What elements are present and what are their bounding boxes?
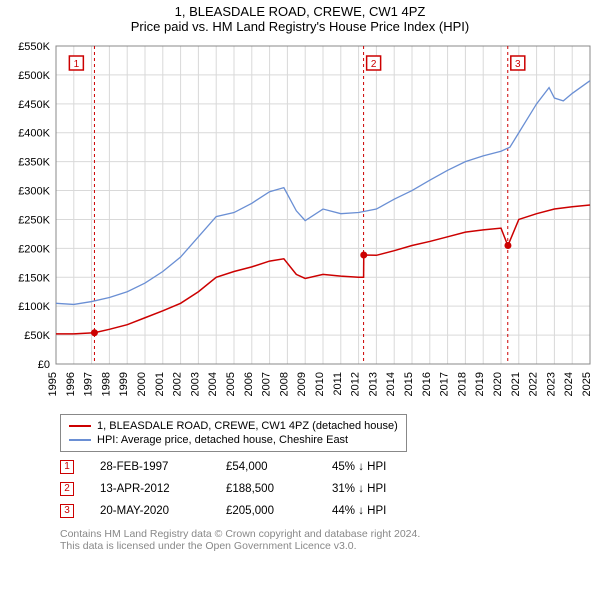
x-axis-label: 2010 <box>314 372 326 396</box>
transaction-row: 1 28-FEB-1997 £54,000 45% ↓ HPI <box>60 456 580 478</box>
y-axis-label: £200K <box>18 243 50 255</box>
legend: 1, BLEASDALE ROAD, CREWE, CW1 4PZ (detac… <box>60 414 407 452</box>
transaction-delta: 45% ↓ HPI <box>332 461 432 473</box>
x-axis-label: 2013 <box>367 372 379 396</box>
x-axis-label: 2009 <box>296 372 308 396</box>
y-axis-label: £350K <box>18 157 50 169</box>
x-axis-label: 2003 <box>189 372 201 396</box>
y-axis-label: £450K <box>18 99 50 111</box>
x-axis-label: 2019 <box>474 372 486 396</box>
x-axis-label: 2021 <box>510 372 522 396</box>
transaction-price: £188,500 <box>226 483 306 495</box>
x-axis-label: 2025 <box>581 372 593 396</box>
price-paid-marker <box>360 252 367 259</box>
legend-row: HPI: Average price, detached house, Ches… <box>69 433 398 447</box>
figure-root: 1, BLEASDALE ROAD, CREWE, CW1 4PZ Price … <box>0 0 600 552</box>
y-axis-label: £100K <box>18 301 50 313</box>
legend-label: HPI: Average price, detached house, Ches… <box>97 434 348 446</box>
legend-swatch <box>69 439 91 441</box>
x-axis-label: 2020 <box>492 372 504 396</box>
transaction-badge: 2 <box>60 482 74 496</box>
y-axis-label: £400K <box>18 128 50 140</box>
transaction-date: 28-FEB-1997 <box>100 461 200 473</box>
x-axis-label: 2002 <box>172 372 184 396</box>
footer-line-1: Contains HM Land Registry data © Crown c… <box>60 528 580 540</box>
x-axis-label: 1999 <box>118 372 130 396</box>
x-axis-label: 2018 <box>456 372 468 396</box>
transaction-date: 20-MAY-2020 <box>100 505 200 517</box>
x-axis-label: 2008 <box>278 372 290 396</box>
transaction-price: £54,000 <box>226 461 306 473</box>
transaction-row: 3 20-MAY-2020 £205,000 44% ↓ HPI <box>60 500 580 522</box>
x-axis-label: 2001 <box>154 372 166 396</box>
footer-line-2: This data is licensed under the Open Gov… <box>60 540 580 552</box>
y-axis-label: £500K <box>18 70 50 82</box>
legend-swatch <box>69 425 91 427</box>
footer: Contains HM Land Registry data © Crown c… <box>60 528 580 552</box>
x-axis-label: 2000 <box>136 372 148 396</box>
y-axis-label: £0 <box>38 359 50 371</box>
x-axis-label: 2011 <box>332 372 344 396</box>
event-badge-label: 1 <box>74 59 80 70</box>
transaction-badge: 3 <box>60 504 74 518</box>
x-axis-label: 1997 <box>83 372 95 396</box>
chart-svg: £0 £50K £100K £150K £200K £250K £300K £350K £400… <box>0 38 600 408</box>
chart-subtitle: Price paid vs. HM Land Registry's House … <box>0 19 600 38</box>
x-axis-label: 2014 <box>385 372 397 396</box>
x-axis-label: 2005 <box>225 372 237 396</box>
legend-row: 1, BLEASDALE ROAD, CREWE, CW1 4PZ (detac… <box>69 419 398 433</box>
x-axis-label: 2012 <box>350 372 362 396</box>
y-axis-label: £550K <box>18 41 50 53</box>
transaction-delta: 44% ↓ HPI <box>332 505 432 517</box>
y-axis-label: £250K <box>18 214 50 226</box>
y-axis-label: £300K <box>18 186 50 198</box>
x-axis-label: 2006 <box>243 372 255 396</box>
transaction-delta: 31% ↓ HPI <box>332 483 432 495</box>
x-axis-label: 1998 <box>100 372 112 396</box>
transaction-date: 13-APR-2012 <box>100 483 200 495</box>
transaction-price: £205,000 <box>226 505 306 517</box>
x-axis-label: 1996 <box>65 372 77 396</box>
x-axis-label: 1995 <box>47 372 59 396</box>
x-axis-label: 2016 <box>421 372 433 396</box>
price-paid-marker <box>504 242 511 249</box>
x-axis-label: 2024 <box>563 372 575 396</box>
x-axis-label: 2004 <box>207 372 219 396</box>
x-axis-label: 2022 <box>528 372 540 396</box>
transaction-badge: 1 <box>60 460 74 474</box>
transactions-table: 1 28-FEB-1997 £54,000 45% ↓ HPI 2 13-APR-2012… <box>60 456 580 522</box>
event-badge-label: 2 <box>371 59 377 70</box>
x-axis-label: 2015 <box>403 372 415 396</box>
event-badge-label: 3 <box>515 59 521 70</box>
x-axis-label: 2007 <box>261 372 273 396</box>
x-axis-label: 2017 <box>439 372 451 396</box>
transaction-row: 2 13-APR-2012 £188,500 31% ↓ HPI <box>60 478 580 500</box>
chart-title: 1, BLEASDALE ROAD, CREWE, CW1 4PZ <box>0 0 600 19</box>
price-paid-marker <box>91 329 98 336</box>
chart-area: £0 £50K £100K £150K £200K £250K £300K £350K £400… <box>0 38 600 408</box>
y-axis-label: £150K <box>18 272 50 284</box>
x-axis-label: 2023 <box>545 372 557 396</box>
legend-label: 1, BLEASDALE ROAD, CREWE, CW1 4PZ (detac… <box>97 420 398 432</box>
y-axis-label: £50K <box>24 330 50 342</box>
